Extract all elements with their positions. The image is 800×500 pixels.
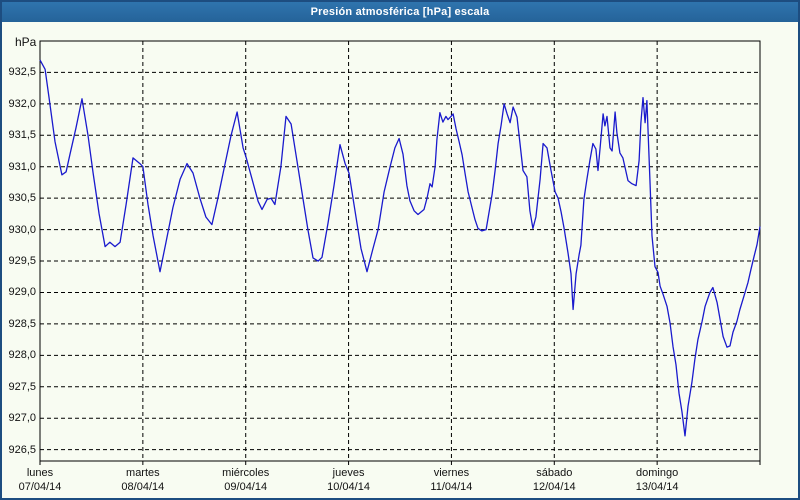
day-name: viernes [433,467,470,479]
x-axis-day-label: lunes 07/04/14 [2,466,85,494]
day-date: 10/04/14 [327,481,370,493]
chart-content-area: hPa 932,5 932,0 931,5 931,0 930,5 930,0 929,5 9… [2,22,798,498]
day-date: 13/04/14 [635,481,679,493]
x-axis-day-label: martes 08/04/14 [98,466,188,494]
x-axis-day-label: jueves 10/04/14 [304,466,394,494]
y-axis-unit-label: hPa [15,35,37,49]
chart-title: Presión atmosférica [hPa] escala [310,6,490,18]
y-axis-label: 929,5 [8,255,36,268]
day-name: martes [126,467,160,479]
y-axis-label: 927,5 [8,380,36,393]
day-date: 09/04/14 [224,481,268,493]
day-name: domingo [636,467,679,479]
plot-border [39,40,761,462]
day-date: 12/04/14 [532,481,576,493]
y-axis-label: 927,0 [8,412,36,425]
x-axis-day-label: domingo 13/04/14 [612,466,702,494]
y-axis-label: 928,0 [8,349,36,362]
y-axis-label: 930,5 [8,192,36,205]
day-date: 08/04/14 [121,481,165,493]
y-axis-label: 928,5 [8,317,36,330]
y-axis-label: 932,5 [8,66,36,79]
pressure-chart-plot [39,40,761,465]
day-name: sábado [536,467,573,479]
y-axis-label: 930,0 [8,223,36,236]
x-axis-day-label: sábado 12/04/14 [509,466,599,494]
day-name: miércoles [222,467,270,479]
y-axis-label: 931,0 [8,160,36,173]
y-axis-label: 926,5 [8,443,36,456]
x-axis-day-label: viernes 11/04/14 [406,466,496,494]
day-name: lunes [26,467,54,479]
y-axis-label: 931,5 [8,129,36,142]
day-name: jueves [332,467,365,479]
y-axis-label: 932,0 [8,97,36,110]
day-date: 07/04/14 [18,481,62,493]
day-date: 11/04/14 [430,481,473,493]
y-axis-label: 929,0 [8,286,36,299]
pressure-line [39,59,761,437]
title-bar: Presión atmosférica [hPa] escala [2,2,798,22]
x-axis-day-label: miércoles 09/04/14 [201,466,291,494]
